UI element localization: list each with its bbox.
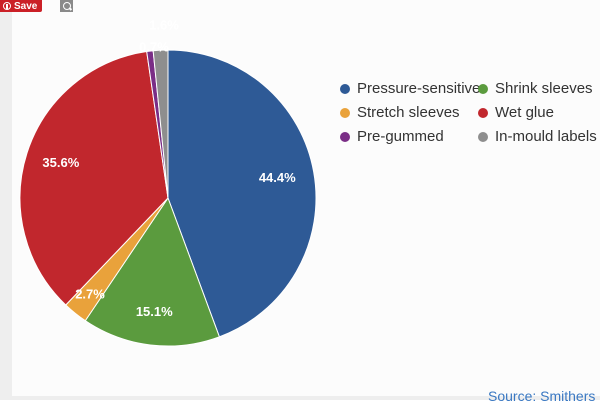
data-label: 15.1% [136,304,173,319]
legend-item-pressure-sensitive: Pressure-sensitive [340,80,481,97]
legend-item-pre-gummed: Pre-gummed [340,128,478,145]
pie-slice-shrink-sleeves [84,196,221,347]
image-frame-bottom [0,396,600,400]
pie-slice-in-mould-labels [152,49,169,199]
legend-dot [478,107,488,118]
save-label: Save [14,0,38,12]
chart-legend: Pressure-sensitive Shrink sleeves Stretc… [340,80,597,145]
legend-item-wet-glue: Wet glue [478,104,595,121]
magnifier-icon [62,2,71,10]
legend-item-stretch-sleeves: Stretch sleeves [340,104,478,121]
legend-label: Stretch sleeves [357,104,460,121]
pie-slice-pressure-sensitive [167,49,317,338]
legend-label: In-mould labels [495,128,597,145]
data-label: 2.7% [75,286,105,301]
data-label: 0.7% [139,39,169,54]
zoom-button[interactable] [60,0,73,12]
legend-label: Pre-gummed [357,128,444,145]
data-label: 35.6% [42,155,79,170]
legend-dot [478,131,488,142]
legend-dot [478,83,488,94]
image-frame-left [0,0,12,400]
pie-slice-wet-glue [19,50,169,306]
legend-label: Shrink sleeves [495,80,593,97]
legend-label: Wet glue [495,104,554,121]
pinterest-save-button[interactable]: Save [0,0,43,12]
data-label: 1.6% [149,17,179,32]
legend-item-shrink-sleeves: Shrink sleeves [478,80,595,97]
pinterest-icon [3,2,11,10]
legend-item-in-mould-labels: In-mould labels [478,128,597,145]
legend-label: Pressure-sensitive [357,80,481,97]
legend-dot [340,107,350,118]
source-credit: Source: Smithers [488,388,596,404]
data-label: 44.4% [259,170,296,185]
legend-dot [340,131,350,142]
legend-dot [340,83,350,94]
